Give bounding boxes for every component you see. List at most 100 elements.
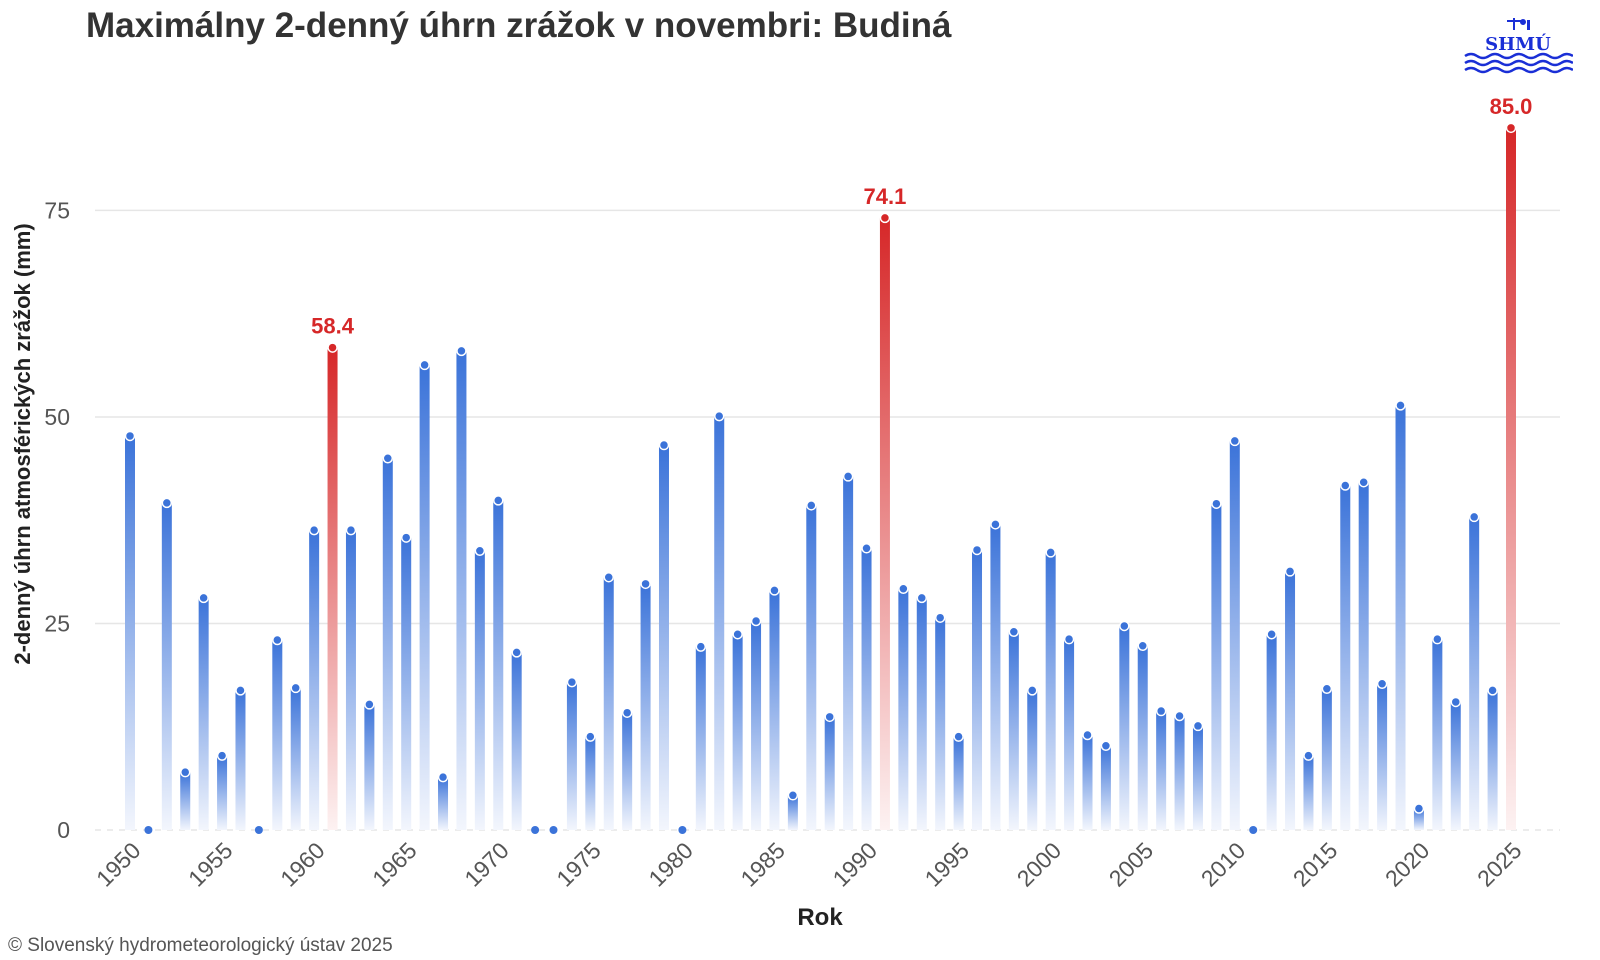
x-tick-label-2005: 2005 xyxy=(1104,837,1159,892)
bar-1996 xyxy=(971,544,983,830)
bar-cap-2008 xyxy=(1192,720,1204,732)
bar-rect-1991 xyxy=(879,217,890,830)
bar-cap-1953 xyxy=(179,766,191,778)
bar-rect-2002 xyxy=(1082,735,1093,830)
x-tick-label-1990: 1990 xyxy=(828,837,883,892)
bar-cap-1964 xyxy=(382,453,394,464)
zero-point-1973 xyxy=(549,826,558,834)
bar-cap-2015 xyxy=(1321,683,1333,694)
bar-rect-2015 xyxy=(1321,688,1332,830)
bar-rect-1985 xyxy=(769,590,780,830)
bar-cap-1961 xyxy=(327,342,338,353)
bar-rect-2012 xyxy=(1266,634,1277,830)
bar-rect-1979 xyxy=(658,445,669,830)
bar-cap-2000 xyxy=(1045,547,1056,558)
bar-1983 xyxy=(732,628,743,830)
bar-1963 xyxy=(364,699,375,830)
bar-rect-1988 xyxy=(824,716,835,830)
y-tick-label-50: 50 xyxy=(44,404,70,430)
x-tick-label-1970: 1970 xyxy=(459,837,514,892)
bar-cap-1997 xyxy=(990,519,1001,530)
bar-rect-2006 xyxy=(1156,711,1167,830)
bar-2002 xyxy=(1082,729,1093,830)
bar-cap-1974 xyxy=(566,676,578,688)
bar-cap-1975 xyxy=(585,731,596,742)
bar-cap-1955 xyxy=(216,750,228,761)
bar-cap-1958 xyxy=(272,634,283,646)
bar-rect-2020 xyxy=(1413,808,1424,830)
bar-rect-1959 xyxy=(290,687,301,830)
zero-point-2011 xyxy=(1249,826,1258,834)
bar-rect-1970 xyxy=(493,500,504,830)
bar-2018 xyxy=(1376,678,1388,830)
bar-cap-1995 xyxy=(953,731,964,742)
bar-1981 xyxy=(695,641,707,830)
bar-rect-2003 xyxy=(1100,745,1111,830)
bar-2017 xyxy=(1358,476,1369,830)
bar-rect-1978 xyxy=(640,583,651,830)
bar-cap-2006 xyxy=(1155,705,1167,717)
bar-cap-2019 xyxy=(1395,400,1406,411)
bar-1967 xyxy=(437,771,449,830)
bar-rect-1950 xyxy=(125,435,135,830)
bar-rect-1963 xyxy=(364,704,375,830)
bar-1978 xyxy=(640,578,651,830)
bar-cap-2009 xyxy=(1211,498,1222,509)
bar-1953 xyxy=(179,766,191,830)
bar-cap-1986 xyxy=(787,790,799,801)
x-tick-label-1950: 1950 xyxy=(91,837,146,892)
bar-1987 xyxy=(806,500,817,830)
bar-rect-1995 xyxy=(953,736,964,830)
bar-rect-1992 xyxy=(898,588,909,830)
bar-cap-2020 xyxy=(1413,803,1425,814)
bar-rect-1958 xyxy=(272,640,283,830)
y-tick-label-75: 75 xyxy=(44,197,70,223)
bar-1986 xyxy=(787,790,799,830)
bar-cap-1998 xyxy=(1008,626,1020,637)
bar-cap-1990 xyxy=(861,543,872,554)
x-tick-label-2010: 2010 xyxy=(1196,837,1251,892)
logo-text: SHMÚ xyxy=(1485,32,1551,55)
bar-2009 xyxy=(1211,498,1222,830)
bar-1966 xyxy=(419,359,430,830)
x-tick-label-1975: 1975 xyxy=(551,837,606,892)
bar-cap-1967 xyxy=(437,771,449,783)
x-axis-label: Rok xyxy=(797,904,843,931)
x-tick-label-2025: 2025 xyxy=(1472,837,1527,892)
bar-2006 xyxy=(1155,705,1167,830)
bar-cap-2016 xyxy=(1340,480,1351,491)
bar-1968 xyxy=(456,345,467,830)
bar-1977 xyxy=(621,707,633,830)
bar-1999 xyxy=(1027,685,1038,830)
bar-rect-2004 xyxy=(1119,625,1130,830)
bar-1984 xyxy=(750,615,762,830)
bar-rect-2007 xyxy=(1174,716,1185,830)
bar-cap-1956 xyxy=(235,685,246,696)
shmu-logo: SHMÚ xyxy=(1463,14,1574,78)
bar-2008 xyxy=(1192,720,1204,830)
bar-1975 xyxy=(585,731,596,830)
bar-cap-2012 xyxy=(1266,628,1277,640)
chart-title: Maximálny 2-denný úhrn zrážok v novembri… xyxy=(86,6,952,45)
bar-rect-2010 xyxy=(1229,440,1240,830)
bar-2021 xyxy=(1432,633,1443,830)
x-tick-label-2020: 2020 xyxy=(1380,837,1435,892)
y-tick-label-25: 25 xyxy=(44,610,70,636)
bar-1997 xyxy=(990,519,1001,830)
bar-rect-2019 xyxy=(1395,405,1406,830)
bar-cap-2002 xyxy=(1082,729,1093,741)
bar-cap-1978 xyxy=(640,578,651,590)
bar-1982 xyxy=(713,410,725,830)
bar-rect-1953 xyxy=(180,772,191,830)
bar-cap-1985 xyxy=(769,585,780,596)
zero-point-1980 xyxy=(678,826,687,834)
bar-1974 xyxy=(566,676,578,830)
x-tick-label-2000: 2000 xyxy=(1012,837,1067,892)
bar-cap-2014 xyxy=(1303,750,1314,761)
bar-rect-1961 xyxy=(327,347,338,830)
bar-cap-1979 xyxy=(658,439,670,451)
x-tick-label-1995: 1995 xyxy=(920,837,975,892)
bar-1971 xyxy=(511,647,522,830)
bar-1989 xyxy=(842,471,854,830)
